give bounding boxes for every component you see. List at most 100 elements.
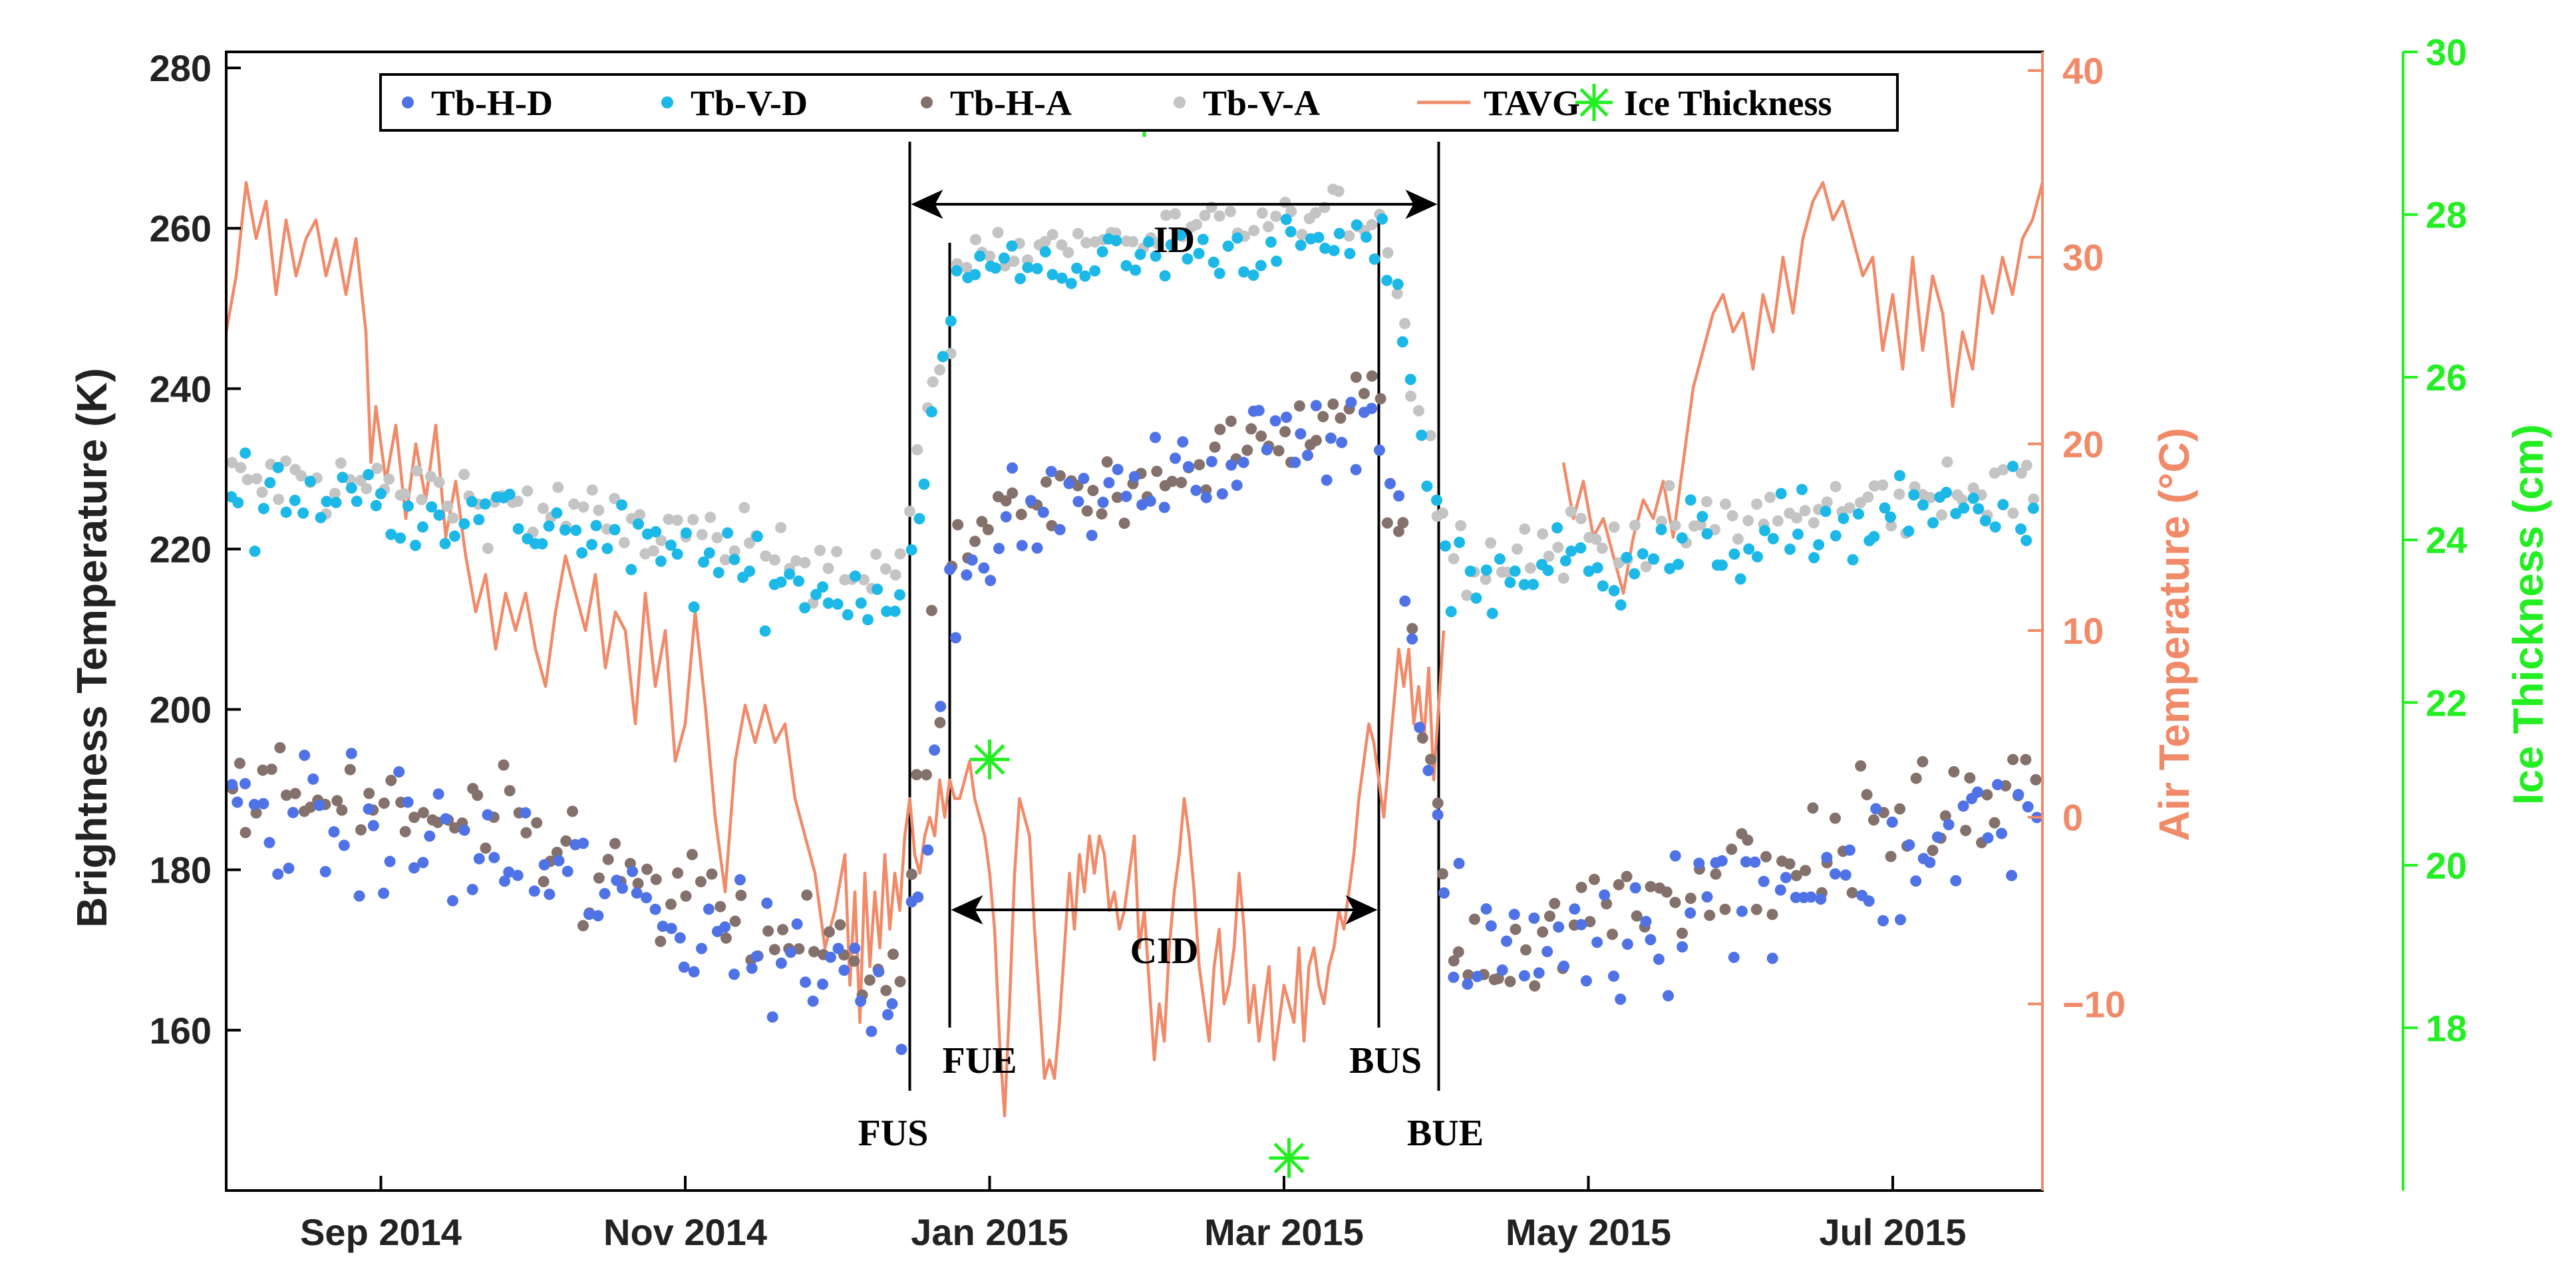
ice-axis-tick-label: 18	[2426, 1007, 2467, 1049]
tb-h-d-point	[922, 844, 934, 856]
tb-h-d-point	[319, 866, 331, 877]
tb-h-a-point	[641, 863, 653, 875]
tb-h-d-point	[287, 807, 299, 819]
tb-h-a-point	[1685, 893, 1696, 905]
tb-h-d-point	[866, 1026, 878, 1038]
tb-h-d-point	[1615, 993, 1627, 1005]
tb-v-a-point	[1543, 550, 1555, 562]
tb-v-d-point	[1328, 245, 1340, 257]
plot-layers: ID CID FUS FUE BUS BUE	[224, 96, 2044, 1179]
tb-v-d-point	[536, 538, 548, 550]
tb-v-a-point	[655, 535, 667, 547]
tb-v-a-point	[880, 563, 891, 575]
air-axis-tick-label: −10	[2062, 983, 2126, 1025]
tb-v-a-point	[618, 537, 630, 549]
tb-v-a-point	[1191, 219, 1202, 231]
left-axis-tick-label: 180	[150, 849, 212, 891]
tb-v-d-point	[2020, 535, 2032, 547]
tb-h-a-point	[1007, 487, 1019, 499]
tb-v-d-point	[351, 495, 363, 507]
tb-h-d-point	[1599, 889, 1611, 901]
tb-h-d-point	[657, 920, 669, 932]
tb-h-a-point	[864, 974, 876, 986]
tb-h-d-point	[1943, 819, 1955, 831]
tb-h-a-point	[695, 876, 707, 888]
tb-v-a-point	[889, 569, 901, 581]
tb-v-d-point	[671, 548, 683, 560]
tb-v-a-point	[226, 457, 238, 468]
tb-v-d-point	[1784, 543, 1796, 555]
tb-h-a-point	[1989, 817, 2001, 829]
ice-thickness-point-1	[969, 739, 1010, 779]
event-label-bue: BUE	[1407, 1113, 1484, 1154]
tb-v-d-point	[1333, 227, 1345, 239]
tb-v-d-point	[1559, 555, 1571, 567]
tb-v-d-point	[249, 545, 261, 557]
tb-h-d-point	[1120, 490, 1132, 502]
tb-v-d-point	[1031, 263, 1043, 275]
tb-h-a-point	[1374, 393, 1386, 404]
tb-v-a-point	[371, 462, 383, 474]
tb-h-d-point	[832, 942, 844, 954]
tb-v-a-point	[1862, 491, 1874, 503]
tb-h-d-point	[649, 903, 661, 915]
legend-label-tb-h-d: Tb-H-D	[431, 83, 553, 123]
tb-v-d-point	[1255, 259, 1267, 271]
tb-h-a-point	[2007, 754, 2019, 766]
tb-v-a-point	[1537, 528, 1549, 540]
tb-h-d-point	[1950, 875, 1962, 887]
tb-h-d-point	[1693, 857, 1705, 869]
tb-v-a-point	[251, 473, 263, 485]
tb-v-d-point	[893, 589, 905, 601]
tb-v-d-point	[280, 506, 292, 518]
tb-h-d-point	[617, 883, 628, 894]
event-label-bus: BUS	[1349, 1040, 1422, 1081]
tb-h-a-point	[1054, 470, 1066, 482]
tb-h-d-point	[1780, 871, 1792, 883]
tb-h-d-point	[1438, 887, 1450, 899]
tb-v-d-point	[1696, 511, 1708, 523]
tb-v-a-point	[447, 512, 459, 524]
tb-h-a-point	[768, 944, 780, 956]
tb-h-a-point	[257, 764, 269, 776]
tb-v-a-point	[329, 488, 341, 499]
tb-h-a-point	[289, 787, 301, 799]
legend-marker-tb-v-d	[661, 96, 673, 108]
tb-v-d-point	[2027, 502, 2039, 514]
tb-v-a-point	[482, 543, 494, 554]
tb-v-a-point	[1399, 318, 1411, 329]
tb-v-d-point	[1941, 486, 1952, 498]
tb-h-d-point	[313, 799, 325, 811]
tb-h-a-point	[472, 789, 484, 801]
tb-h-a-point	[1613, 879, 1625, 891]
tb-v-d-point	[1120, 260, 1132, 271]
tb-v-d-point	[862, 614, 874, 626]
tb-h-d-point	[232, 796, 243, 808]
tb-h-d-point	[761, 897, 773, 909]
tb-v-a-point	[1480, 573, 1492, 585]
tb-v-a-point	[1742, 515, 1754, 527]
tb-h-a-point	[1537, 926, 1549, 938]
tb-v-a-point	[522, 485, 534, 497]
legend-marker-tb-v-a	[1174, 96, 1186, 108]
tb-h-d-point	[1972, 786, 1983, 798]
tb-h-d-point	[499, 875, 510, 887]
tb-v-a-point	[1799, 505, 1811, 517]
tb-v-d-point	[1271, 255, 1283, 267]
ice-axis-tick-label: 28	[2426, 194, 2467, 236]
tb-v-a-point	[814, 545, 826, 557]
x-axis-tick-label: Mar 2015	[1204, 1211, 1364, 1253]
tb-v-d-point	[688, 601, 700, 613]
id-label: ID	[1154, 219, 1195, 261]
tb-h-d-point	[746, 962, 758, 974]
tb-v-d-point	[1238, 266, 1250, 278]
tb-h-d-point	[240, 778, 251, 789]
tb-v-a-point	[738, 501, 750, 513]
tb-v-d-point	[855, 597, 867, 609]
tb-h-a-point	[715, 901, 726, 913]
tb-h-d-point	[345, 748, 357, 760]
tb-v-a-point	[1877, 479, 1889, 491]
tb-h-d-point	[1078, 472, 1090, 484]
ice-axis-tick-label: 22	[2426, 682, 2467, 724]
tb-h-a-point	[363, 787, 375, 799]
